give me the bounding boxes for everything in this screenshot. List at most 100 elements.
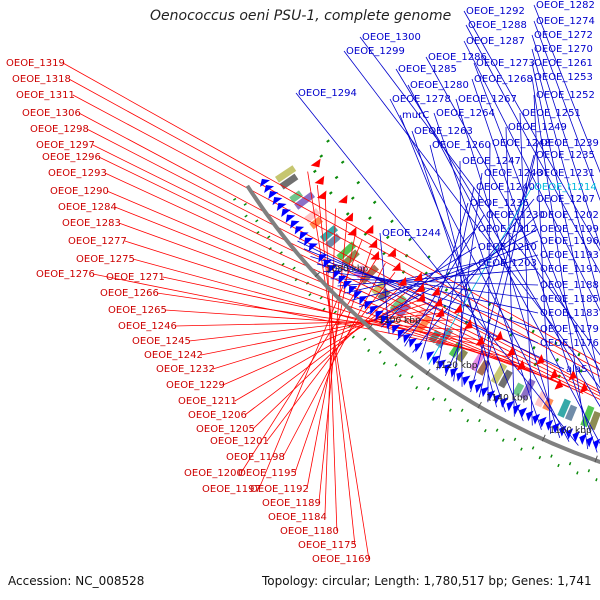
reverse-leader-line: [282, 262, 386, 458]
reverse-gene-label: OEOE_1175: [298, 540, 357, 551]
reverse-gene-arrow: [579, 382, 589, 394]
tick-label: 1080 kbp: [326, 265, 369, 275]
forward-leader-line: [323, 270, 539, 300]
forward-gene-label: OEOE_1280: [410, 80, 469, 91]
forward-leader-line: [404, 214, 485, 347]
forward-gene-arrow: [264, 184, 275, 194]
gc-mark: [319, 296, 323, 300]
feature-segment: [512, 382, 525, 397]
gc-mark: [426, 386, 430, 391]
gc-mark: [382, 251, 386, 256]
forward-gene-arrow: [558, 425, 567, 437]
forward-gene-label: OEOE_1267: [458, 94, 517, 105]
forward-gene-arrow: [294, 226, 305, 235]
feature-segment: [336, 241, 357, 261]
accession-text: Accession: NC_008528: [8, 574, 145, 588]
tick-mark: [425, 368, 431, 376]
forward-gene-arrow: [579, 433, 587, 445]
reverse-gene-arrow: [387, 247, 397, 257]
gc-mark: [577, 352, 581, 357]
feature-segment: [415, 315, 432, 334]
reverse-gene-arrow: [370, 250, 380, 260]
reverse-gene-label: OEOE_1266: [100, 288, 159, 299]
forward-leader-line: [519, 112, 533, 426]
gc-mark: [431, 397, 435, 401]
forward-gene-label: OEOE_1299: [346, 46, 405, 57]
feature-segment: [274, 165, 297, 183]
forward-gene-label: OEOE_1193: [540, 250, 599, 261]
feature-segment: [309, 216, 324, 230]
forward-leader-line: [411, 130, 506, 413]
forward-gene-arrow: [552, 422, 560, 434]
forward-gene-label: OEOE_1179: [540, 324, 599, 335]
reverse-leader-line: [212, 302, 431, 370]
reverse-gene-label: OEOE_1319: [6, 58, 65, 69]
gc-mark: [520, 447, 523, 451]
gc-mark: [427, 255, 431, 259]
reverse-gene-label: OEOE_1246: [118, 321, 177, 332]
forward-gene-arrow: [359, 295, 368, 305]
gc-mark: [442, 304, 447, 309]
gc-mark: [579, 369, 583, 373]
forward-gene-arrow: [338, 275, 348, 285]
genome-backbone-arc: [245, 184, 600, 464]
forward-gene-label: OEOE_1240: [476, 182, 535, 193]
reverse-gene-label: OEOE_1197: [202, 484, 261, 495]
gc-mark: [466, 418, 470, 423]
forward-gene-arrow: [519, 407, 528, 419]
tick-label: 1140 kbp: [486, 394, 529, 404]
forward-gene-label: OEOE_1249: [508, 122, 567, 133]
gc-mark: [554, 341, 558, 346]
forward-leader-line: [533, 4, 600, 173]
forward-gene-arrow: [392, 324, 401, 334]
gc-mark: [334, 175, 339, 180]
forward-gene-arrow: [272, 196, 283, 206]
forward-gene-label: OEOE_1188: [540, 280, 599, 291]
forward-leader-line: [471, 78, 598, 453]
reverse-gene-label: OEOE_1200: [184, 468, 243, 479]
forward-gene-label: OEOE_1248: [492, 138, 551, 149]
forward-gene-arrow: [268, 190, 279, 200]
forward-gene-arrow: [409, 338, 418, 348]
forward-gene-label: OEOE_1235: [536, 150, 595, 161]
feature-segment: [588, 410, 600, 431]
gc-mark: [394, 363, 398, 367]
gc-mark: [478, 418, 481, 423]
forward-leader-line: [473, 62, 600, 396]
forward-gene-label: OEOE_1273: [476, 58, 535, 69]
reverse-leader-line: [162, 276, 494, 349]
reverse-gene-label: OEOE_1198: [226, 452, 285, 463]
forward-leader-line: [407, 84, 600, 445]
gc-mark: [363, 337, 367, 341]
gc-mark: [460, 408, 464, 413]
forward-gene-label: OEOE_1236: [470, 198, 529, 209]
forward-strand-genes: [260, 178, 600, 450]
forward-gene-arrow: [354, 291, 363, 300]
forward-gene-label: OEOE_1203: [478, 258, 537, 269]
forward-gene-arrow: [493, 393, 502, 405]
feature-segment: [319, 225, 339, 243]
tick-mark: [477, 401, 482, 409]
gc-mark: [408, 237, 412, 242]
forward-gene-arrow: [328, 265, 338, 274]
gc-mark: [308, 293, 312, 297]
forward-gene-label: OEOE_1294: [298, 88, 357, 99]
forward-gene-arrow: [370, 305, 379, 315]
forward-gene-label: OEOE_1191: [540, 264, 599, 275]
forward-gene-label: OEOE_1196: [540, 236, 599, 247]
forward-gene-label: OEOE_1278: [392, 94, 451, 105]
reverse-gene-label: OEOE_1169: [312, 554, 371, 565]
forward-gene-arrow: [585, 436, 594, 448]
reverse-leader-line: [86, 128, 600, 394]
reverse-gene-arrow: [475, 335, 485, 346]
gc-mark: [279, 251, 283, 255]
reverse-leader-line: [92, 273, 511, 358]
forward-gene-arrow: [375, 310, 384, 320]
reverse-gene-arrow: [415, 282, 425, 293]
label-leader-lines: [62, 4, 600, 560]
gc-mark: [444, 288, 449, 292]
gc-mark: [351, 335, 355, 339]
forward-gene-label: OEOE_1185: [540, 294, 599, 305]
